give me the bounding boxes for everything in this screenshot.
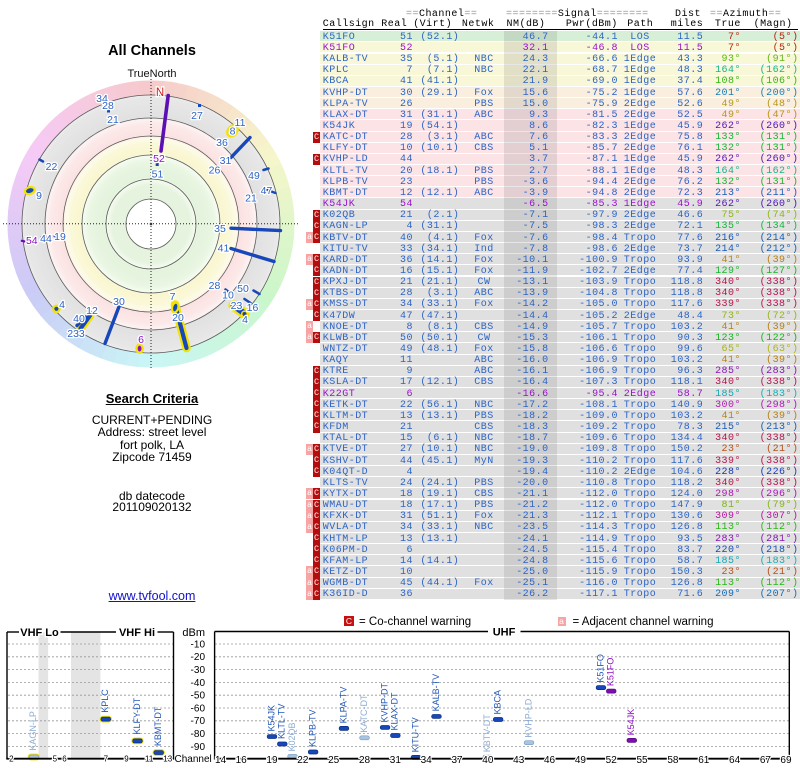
- svg-text:16: 16: [236, 755, 248, 766]
- svg-text:19: 19: [54, 231, 66, 243]
- svg-text:30: 30: [113, 296, 125, 308]
- svg-text:KLPA-TV: KLPA-TV: [338, 687, 348, 724]
- svg-text:KLTL-TV: KLTL-TV: [277, 704, 287, 739]
- svg-text:KVHP-DT: KVHP-DT: [379, 682, 389, 722]
- svg-text:VHF Lo: VHF Lo: [20, 627, 59, 639]
- svg-text:K51FO: K51FO: [595, 654, 605, 683]
- svg-text:23: 23: [231, 300, 243, 312]
- svg-text:UHF: UHF: [493, 627, 516, 639]
- svg-text:28: 28: [209, 280, 221, 292]
- svg-text:22: 22: [297, 755, 309, 766]
- svg-text:44: 44: [40, 233, 52, 245]
- svg-text:dBm: dBm: [182, 627, 205, 639]
- svg-text:11: 11: [145, 755, 154, 764]
- svg-text:4: 4: [59, 299, 65, 311]
- svg-text:KLFY-DT: KLFY-DT: [132, 697, 142, 734]
- svg-text:28: 28: [359, 755, 371, 766]
- svg-text:KBTV-DT: KBTV-DT: [482, 714, 492, 753]
- svg-text:64: 64: [729, 755, 741, 766]
- svg-text:49: 49: [575, 755, 587, 766]
- svg-text:-50: -50: [191, 691, 206, 702]
- svg-text:11: 11: [235, 117, 246, 129]
- svg-text:7: 7: [170, 291, 176, 303]
- svg-text:KAGN-LP: KAGN-LP: [28, 711, 38, 751]
- svg-text:KBMT-DT: KBMT-DT: [153, 706, 163, 746]
- svg-text:KBCA: KBCA: [493, 690, 503, 715]
- svg-text:46: 46: [544, 755, 556, 766]
- svg-text:52: 52: [153, 153, 165, 165]
- svg-text:52: 52: [606, 755, 618, 766]
- svg-text:20: 20: [172, 312, 184, 324]
- svg-text:50: 50: [237, 283, 249, 295]
- svg-text:13: 13: [163, 755, 172, 764]
- svg-text:KLAX-DT: KLAX-DT: [390, 692, 400, 731]
- svg-text:49: 49: [248, 170, 260, 182]
- svg-text:7: 7: [104, 755, 109, 764]
- svg-text:8: 8: [230, 126, 236, 138]
- svg-text:27: 27: [191, 110, 203, 122]
- svg-text:21: 21: [245, 193, 257, 205]
- svg-text:22: 22: [46, 161, 58, 173]
- svg-text:37: 37: [451, 755, 463, 766]
- svg-text:-60: -60: [191, 703, 206, 714]
- svg-text:6: 6: [138, 334, 144, 346]
- svg-text:25: 25: [328, 755, 340, 766]
- svg-text:19: 19: [266, 755, 278, 766]
- svg-text:14: 14: [215, 755, 227, 766]
- svg-text:61: 61: [698, 755, 710, 766]
- svg-text:31: 31: [390, 755, 402, 766]
- svg-text:-80: -80: [191, 729, 206, 740]
- svg-text:16: 16: [247, 302, 259, 314]
- svg-text:-70: -70: [191, 716, 206, 727]
- svg-text:12: 12: [86, 305, 98, 317]
- svg-text:K51FO: K51FO: [606, 658, 616, 687]
- svg-text:-40: -40: [191, 678, 206, 689]
- svg-text:51: 51: [152, 169, 164, 181]
- svg-text:35: 35: [214, 223, 226, 235]
- svg-text:67: 67: [760, 755, 772, 766]
- svg-text:58: 58: [667, 755, 679, 766]
- svg-text:2: 2: [9, 755, 14, 764]
- svg-text:K54JK: K54JK: [266, 705, 276, 732]
- svg-text:9: 9: [36, 190, 42, 202]
- svg-text:KATC-DT: KATC-DT: [359, 694, 369, 733]
- svg-text:K02QB: K02QB: [287, 722, 297, 751]
- svg-text:6: 6: [62, 755, 67, 764]
- svg-text:31: 31: [220, 155, 232, 167]
- svg-text:N: N: [156, 87, 164, 99]
- svg-text:KALB-TV: KALB-TV: [431, 674, 441, 712]
- svg-text:47: 47: [261, 185, 273, 197]
- svg-text:KVHP-LD: KVHP-LD: [523, 698, 533, 738]
- svg-text:9: 9: [124, 755, 129, 764]
- svg-text:21: 21: [107, 114, 119, 126]
- svg-text:55: 55: [637, 755, 649, 766]
- svg-text:KPLC: KPLC: [100, 689, 110, 713]
- svg-text:5: 5: [53, 755, 58, 764]
- svg-text:34: 34: [421, 755, 433, 766]
- svg-text:233: 233: [67, 328, 85, 340]
- svg-text:43: 43: [513, 755, 525, 766]
- svg-text:KITU-TV: KITU-TV: [410, 717, 420, 752]
- svg-text:69: 69: [780, 755, 792, 766]
- svg-text:41: 41: [218, 243, 230, 255]
- svg-text:K54JK: K54JK: [626, 709, 636, 736]
- svg-text:-30: -30: [191, 665, 206, 676]
- svg-text:-10: -10: [191, 639, 206, 650]
- svg-text:40: 40: [73, 313, 85, 325]
- svg-text:-20: -20: [191, 652, 206, 663]
- svg-text:40: 40: [482, 755, 494, 766]
- svg-text:36: 36: [216, 137, 228, 149]
- svg-text:54: 54: [26, 235, 38, 247]
- svg-text:Channel: Channel: [175, 754, 212, 765]
- svg-text:26: 26: [209, 165, 221, 177]
- svg-text:-90: -90: [191, 742, 206, 753]
- svg-text:28: 28: [102, 100, 114, 112]
- svg-text:34: 34: [96, 93, 108, 105]
- svg-text:KLPB-TV: KLPB-TV: [307, 709, 317, 747]
- svg-text:10: 10: [222, 290, 234, 302]
- svg-text:VHF Hi: VHF Hi: [119, 627, 155, 639]
- svg-text:4: 4: [242, 314, 248, 326]
